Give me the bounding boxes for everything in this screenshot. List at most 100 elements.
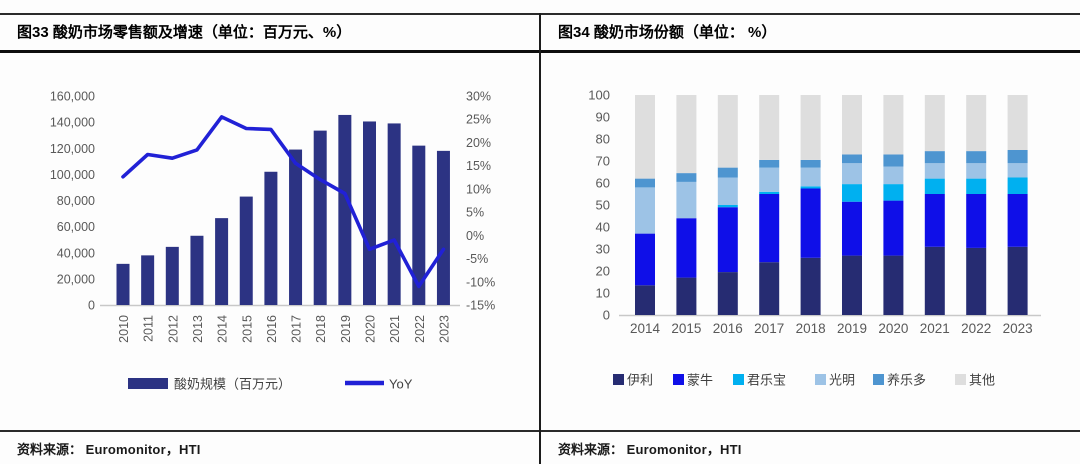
right-axis-tick-label: 0% xyxy=(466,229,484,243)
legend-swatch-蒙牛 xyxy=(673,374,684,385)
right-axis-tick-label: -15% xyxy=(466,299,495,313)
x-axis-tick-label: 2022 xyxy=(961,321,991,336)
figure-34-chart-area: 0 10 20 30 40 50 60 70 80 90 100 2014 2015 2016 2017 20… xyxy=(541,53,1080,430)
sales-bar xyxy=(387,123,401,306)
left-axis-tick-label: 80,000 xyxy=(57,194,95,208)
stack-segment-蒙牛 xyxy=(759,194,780,263)
stack-segment-养乐多 xyxy=(966,151,987,164)
left-axis-tick-label: 40,000 xyxy=(57,246,95,260)
x-axis-tick-label: 2017 xyxy=(754,321,784,336)
stack-segment-君乐宝 xyxy=(717,205,738,208)
stack-segment-光明 xyxy=(842,163,862,185)
figure-34-title: 图34 酸奶市场份额（单位： %） xyxy=(541,13,1080,53)
x-axis-tick-label: 2013 xyxy=(191,315,205,343)
left-axis-tick-label: 100,000 xyxy=(50,168,95,182)
stack-segment-伊利 xyxy=(800,257,821,315)
x-axis-tick-label: 2018 xyxy=(314,315,328,343)
y-axis-tick-label: 60 xyxy=(596,176,610,191)
source-value: Euromonitor，HTI xyxy=(85,442,201,457)
legend-label-君乐宝: 君乐宝 xyxy=(747,373,786,388)
stack-segment-伊利 xyxy=(1007,246,1028,315)
x-axis-tick-label: 2015 xyxy=(671,321,701,336)
right-axis-tick-label: -5% xyxy=(466,252,488,266)
stack-segment-蒙牛 xyxy=(717,207,738,273)
x-axis-tick-label: 2019 xyxy=(837,321,867,336)
y-axis-tick-label: 50 xyxy=(596,198,610,213)
legend-label-伊利: 伊利 xyxy=(627,373,653,388)
sales-bar xyxy=(363,121,376,305)
figure-33-title: 图33 酸奶市场零售额及增速（单位：百万元、%） xyxy=(0,13,539,53)
x-axis-tick-label: 2021 xyxy=(920,321,950,336)
stack-segment-光明 xyxy=(759,167,780,192)
stack-segment-君乐宝 xyxy=(1007,177,1028,194)
stack-segment-其他 xyxy=(676,95,697,174)
y-axis-tick-label: 100 xyxy=(588,88,610,103)
stack-segment-伊利 xyxy=(924,246,945,315)
stack-segment-光明 xyxy=(676,181,697,219)
left-axis-tick-label: 20,000 xyxy=(57,272,95,286)
figure-33-chart-area: 0 20,000 40,000 60,000 80,000 100,000 120,000 1… xyxy=(0,53,539,430)
y-axis-tick-label: 80 xyxy=(596,132,610,147)
x-axis-tick-label: 2020 xyxy=(878,321,908,336)
left-axis-tick-label: 160,000 xyxy=(50,90,95,104)
stack-segment-养乐多 xyxy=(800,159,821,168)
stack-segment-养乐多 xyxy=(635,178,655,188)
legend-swatch-养乐多 xyxy=(873,374,884,385)
stack-segment-伊利 xyxy=(717,272,738,315)
source-label: 资料来源： xyxy=(17,442,83,457)
sales-bar xyxy=(264,171,278,305)
stack-segment-养乐多 xyxy=(717,167,738,178)
left-axis-tick-label: 140,000 xyxy=(50,116,95,130)
stack-segment-光明 xyxy=(800,167,821,187)
x-axis-tick-label: 2023 xyxy=(437,315,451,343)
stack-segment-光明 xyxy=(635,187,655,234)
legend-line-label: YoY xyxy=(389,377,413,392)
yoy-line xyxy=(121,115,446,289)
stack-segment-其他 xyxy=(717,95,738,168)
legend-swatch-伊利 xyxy=(613,374,624,385)
stack-segment-君乐宝 xyxy=(924,178,945,194)
x-axis-tick-label: 2016 xyxy=(713,321,743,336)
stack-segment-其他 xyxy=(883,95,904,155)
y-axis-tick-label: 90 xyxy=(596,110,610,125)
stack-segment-蒙牛 xyxy=(635,233,655,286)
x-axis-tick-label: 2021 xyxy=(388,315,402,343)
x-axis-tick-label: 2019 xyxy=(339,315,353,343)
stack-segment-君乐宝 xyxy=(883,184,904,201)
stack-segment-养乐多 xyxy=(883,154,904,167)
y-axis-tick-label: 20 xyxy=(596,264,610,279)
legend-label-其他: 其他 xyxy=(969,373,995,388)
x-axis-tick-label: 2015 xyxy=(240,315,254,343)
right-axis-tick-label: 10% xyxy=(466,182,491,196)
source-label: 资料来源： xyxy=(558,442,624,457)
legend-swatch-君乐宝 xyxy=(733,374,744,385)
stack-segment-养乐多 xyxy=(924,151,945,164)
legend-swatch-其他 xyxy=(955,374,966,385)
stack-segment-光明 xyxy=(966,163,987,179)
sales-bar xyxy=(412,145,426,305)
x-axis-tick-label: 2023 xyxy=(1003,321,1033,336)
legend-label-光明: 光明 xyxy=(829,373,855,388)
stack-segment-光明 xyxy=(717,177,738,205)
legend-bar-label: 酸奶规模（百万元） xyxy=(174,377,291,392)
stack-segment-养乐多 xyxy=(676,173,697,182)
right-axis-tick-label: 25% xyxy=(466,113,491,127)
source-value: Euromonitor，HTI xyxy=(626,442,742,457)
sales-bar xyxy=(436,150,450,305)
right-axis-tick-label: 5% xyxy=(466,206,484,220)
panel-figure-33: 图33 酸奶市场零售额及增速（单位：百万元、%） 0 20,000 40,000 60… xyxy=(0,13,541,464)
stack-segment-养乐多 xyxy=(1007,150,1028,164)
stack-segment-蒙牛 xyxy=(966,194,987,248)
stack-segment-其他 xyxy=(635,95,655,179)
stack-segment-光明 xyxy=(1007,163,1028,178)
yogurt-market-share-chart: 0 10 20 30 40 50 60 70 80 90 100 2014 2015 2016 2017 20… xyxy=(588,88,1041,388)
sales-bar xyxy=(313,130,327,305)
stack-segment-其他 xyxy=(966,95,987,152)
y-axis-tick-label: 40 xyxy=(596,220,610,235)
stack-segment-养乐多 xyxy=(759,159,780,168)
y-axis-tick-label: 10 xyxy=(596,286,610,301)
x-axis-tick-label: 2016 xyxy=(265,315,279,343)
x-axis-tick-label: 2018 xyxy=(796,321,826,336)
sales-bar xyxy=(141,255,155,305)
